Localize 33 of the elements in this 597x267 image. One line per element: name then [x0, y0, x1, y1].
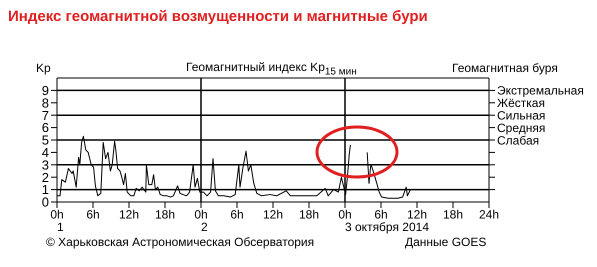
text: 3 октября 2014: [345, 220, 429, 234]
category-label: Слабая: [497, 133, 540, 148]
x-tick-label: 0h: [50, 208, 64, 222]
x-tick-label: 6h: [374, 208, 388, 222]
x-tick-label: 12h: [118, 208, 140, 222]
y-tick-label: 1: [42, 182, 49, 198]
category-label: Средняя: [497, 120, 546, 135]
category-label: Жёсткая: [497, 96, 545, 110]
category-label: Экстремальная: [497, 84, 584, 98]
chart-subtitle: Геомагнитный индекс Kp$_{15 мин}$: [186, 60, 357, 78]
y-tick-label: 7: [42, 108, 49, 123]
x-tick-label: 0h: [338, 208, 352, 222]
y-tick-label: 0: [42, 194, 49, 210]
x-tick-label: 24h: [478, 208, 500, 222]
y-tick-label: 5: [42, 132, 49, 148]
y-axis-title: Kp: [36, 61, 51, 75]
x-tick-label: 18h: [298, 208, 320, 222]
y2-axis-title: Геомагнитная буря: [452, 61, 558, 75]
x-tick-label: 12h: [406, 208, 428, 222]
text: © Харьковская Астрономическая Обсерватория: [46, 235, 314, 249]
chart-title: Индекс геомагнитной возмущенности и магнитные бури: [8, 8, 428, 25]
category-label: Сильная: [497, 108, 546, 122]
text: 2: [201, 220, 208, 234]
x-tick-label: 12h: [262, 208, 284, 222]
y-tick-label: 6: [42, 120, 49, 136]
x-tick-label: 0h: [194, 208, 208, 222]
y-tick-label: 2: [42, 170, 49, 185]
text: 1: [57, 220, 64, 234]
x-tick-label: 6h: [230, 208, 244, 222]
x-tick-label: 18h: [154, 208, 176, 222]
x-tick-label: 6h: [86, 208, 100, 222]
text: Данные GOES: [405, 235, 486, 249]
x-tick-label: 18h: [442, 208, 464, 222]
